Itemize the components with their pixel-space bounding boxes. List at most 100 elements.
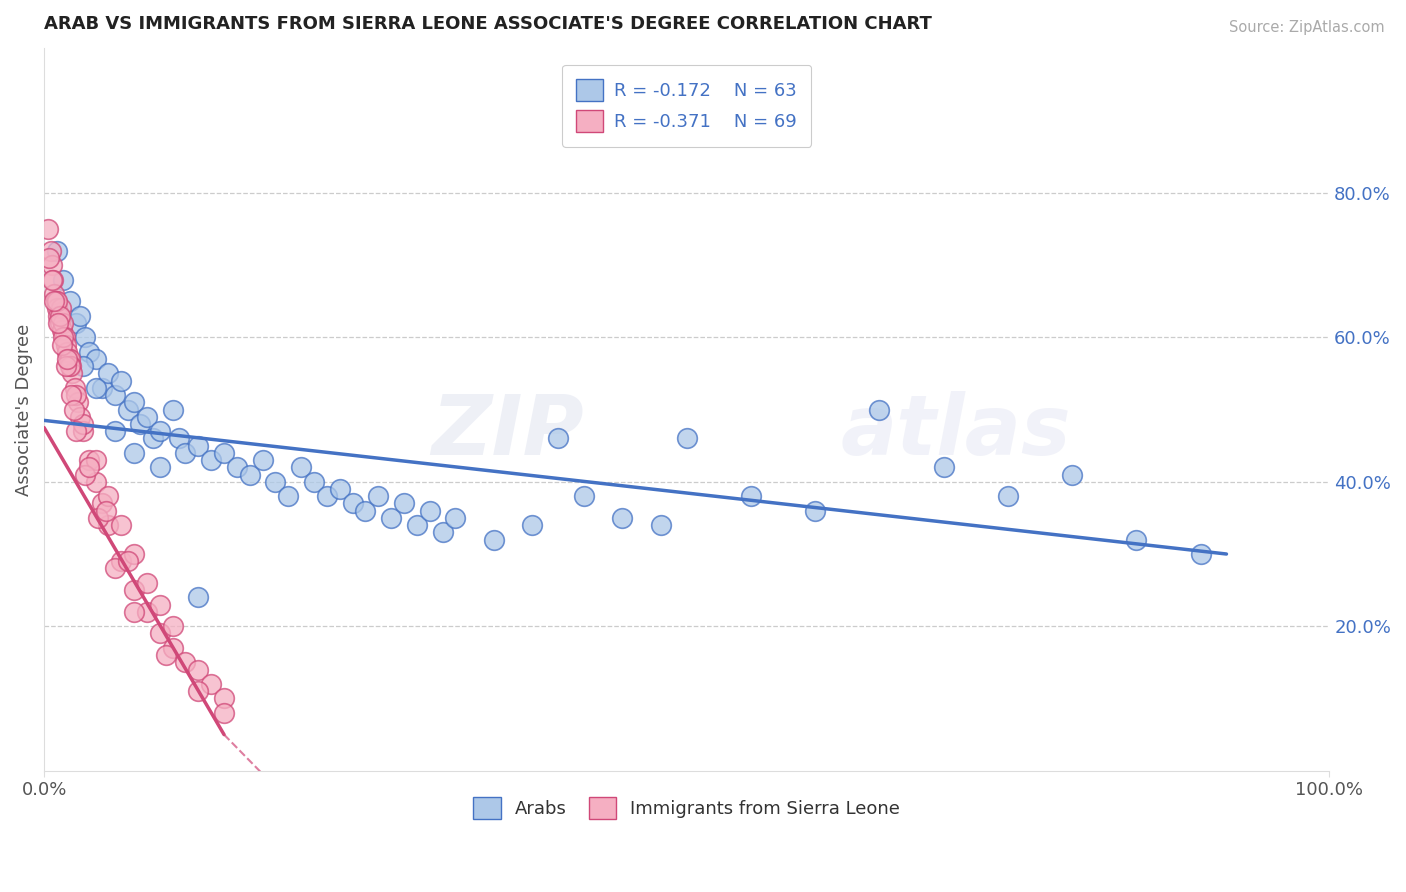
Point (38, 251, 60, 265)
Point (84, 381, 107, 395)
Point (84, 351, 107, 366)
Point (117, 554, 139, 568)
Point (59, 351, 82, 366)
Point (162, 640, 184, 655)
Point (110, 554, 132, 568)
Point (49, 301, 72, 316)
Point (104, 388, 127, 402)
Y-axis label: Associate's Degree: Associate's Degree (15, 324, 32, 496)
Point (174, 656, 197, 670)
Point (45, 294, 67, 309)
Point (187, 591, 209, 605)
Point (187, 439, 209, 453)
Point (72, 359, 94, 374)
Point (46, 301, 69, 316)
Point (48, 309, 70, 323)
Point (41, 272, 63, 286)
Text: atlas: atlas (841, 391, 1071, 472)
Point (392, 496, 415, 510)
Point (69, 409, 91, 424)
Point (60, 359, 83, 374)
Point (932, 460, 955, 475)
Point (84, 453, 107, 467)
Point (162, 619, 184, 633)
Point (77, 460, 100, 475)
Point (94, 504, 117, 518)
Point (48, 316, 70, 330)
Point (162, 402, 184, 417)
Point (75, 467, 97, 482)
Point (91, 496, 114, 510)
Point (55, 359, 77, 374)
Point (264, 475, 287, 489)
Point (149, 460, 172, 475)
Point (44, 294, 66, 309)
Point (149, 424, 172, 438)
Point (547, 432, 569, 446)
Point (87, 511, 110, 525)
Point (37, 222, 59, 236)
Point (149, 626, 172, 640)
Point (650, 518, 672, 533)
Point (60, 367, 83, 381)
Point (122, 446, 145, 460)
Point (117, 402, 139, 417)
Point (52, 272, 75, 286)
Point (59, 359, 82, 374)
Point (740, 489, 762, 503)
Point (302, 475, 325, 489)
Point (39, 244, 62, 258)
Point (46, 294, 69, 309)
Point (380, 511, 402, 525)
Point (60, 388, 83, 402)
Point (212, 446, 235, 460)
Point (315, 489, 337, 503)
Point (482, 533, 505, 547)
Point (72, 424, 94, 438)
Point (91, 381, 114, 395)
Point (56, 351, 79, 366)
Point (354, 504, 377, 518)
Text: Source: ZipAtlas.com: Source: ZipAtlas.com (1229, 20, 1385, 35)
Point (187, 684, 209, 698)
Point (122, 605, 145, 619)
Point (51, 323, 73, 337)
Point (1125, 533, 1147, 547)
Point (804, 504, 827, 518)
Point (290, 460, 312, 475)
Point (104, 561, 127, 575)
Point (56, 344, 79, 359)
Point (53, 330, 76, 344)
Point (52, 316, 75, 330)
Point (77, 344, 100, 359)
Point (55, 337, 77, 351)
Point (65, 388, 87, 402)
Point (612, 511, 634, 525)
Point (135, 605, 157, 619)
Point (46, 244, 69, 258)
Legend: Arabs, Immigrants from Sierra Leone: Arabs, Immigrants from Sierra Leone (467, 790, 907, 827)
Point (51, 337, 73, 351)
Point (59, 294, 82, 309)
Point (65, 316, 87, 330)
Point (419, 504, 441, 518)
Point (1189, 547, 1212, 561)
Point (135, 409, 157, 424)
Point (69, 309, 91, 323)
Point (342, 496, 364, 510)
Point (405, 518, 427, 533)
Point (129, 417, 152, 431)
Point (869, 402, 891, 417)
Point (84, 475, 107, 489)
Point (432, 525, 454, 540)
Point (110, 374, 132, 388)
Point (135, 575, 157, 590)
Point (212, 691, 235, 706)
Point (329, 482, 352, 496)
Point (200, 453, 222, 467)
Point (104, 424, 127, 438)
Point (675, 432, 697, 446)
Point (97, 518, 120, 533)
Point (1062, 467, 1084, 482)
Point (63, 381, 86, 395)
